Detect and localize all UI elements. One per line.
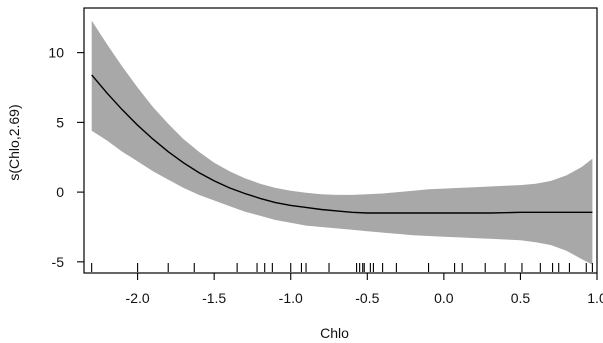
y-axis: -5 0 5 10 bbox=[48, 45, 84, 270]
x-tick-label: 0.0 bbox=[434, 290, 454, 306]
y-tick-label: 10 bbox=[48, 45, 64, 61]
x-tick-label: -0.5 bbox=[355, 290, 379, 306]
rug-layer bbox=[91, 263, 593, 272]
y-tick-label: 5 bbox=[56, 114, 64, 130]
x-tick-label: -2.0 bbox=[126, 290, 150, 306]
x-tick-label: -1.5 bbox=[202, 290, 226, 306]
x-axis-label: Chlo bbox=[320, 325, 349, 341]
x-axis: -2.0 -1.5 -1.0 -0.5 0.0 0.5 1.0 bbox=[126, 273, 603, 306]
smooth-line-layer bbox=[91, 74, 593, 214]
x-tick-label: -1.0 bbox=[279, 290, 303, 306]
confidence-band bbox=[91, 20, 593, 265]
x-tick-label: 0.5 bbox=[511, 290, 531, 306]
x-tick-label: 1.0 bbox=[587, 290, 603, 306]
y-axis-label: s(Chlo,2.69) bbox=[6, 104, 22, 180]
y-tick-label: -5 bbox=[52, 254, 65, 270]
confidence-band-layer bbox=[91, 20, 593, 265]
y-tick-label: 0 bbox=[56, 184, 64, 200]
plot-frame bbox=[83, 7, 598, 274]
smooth-line bbox=[91, 74, 593, 214]
